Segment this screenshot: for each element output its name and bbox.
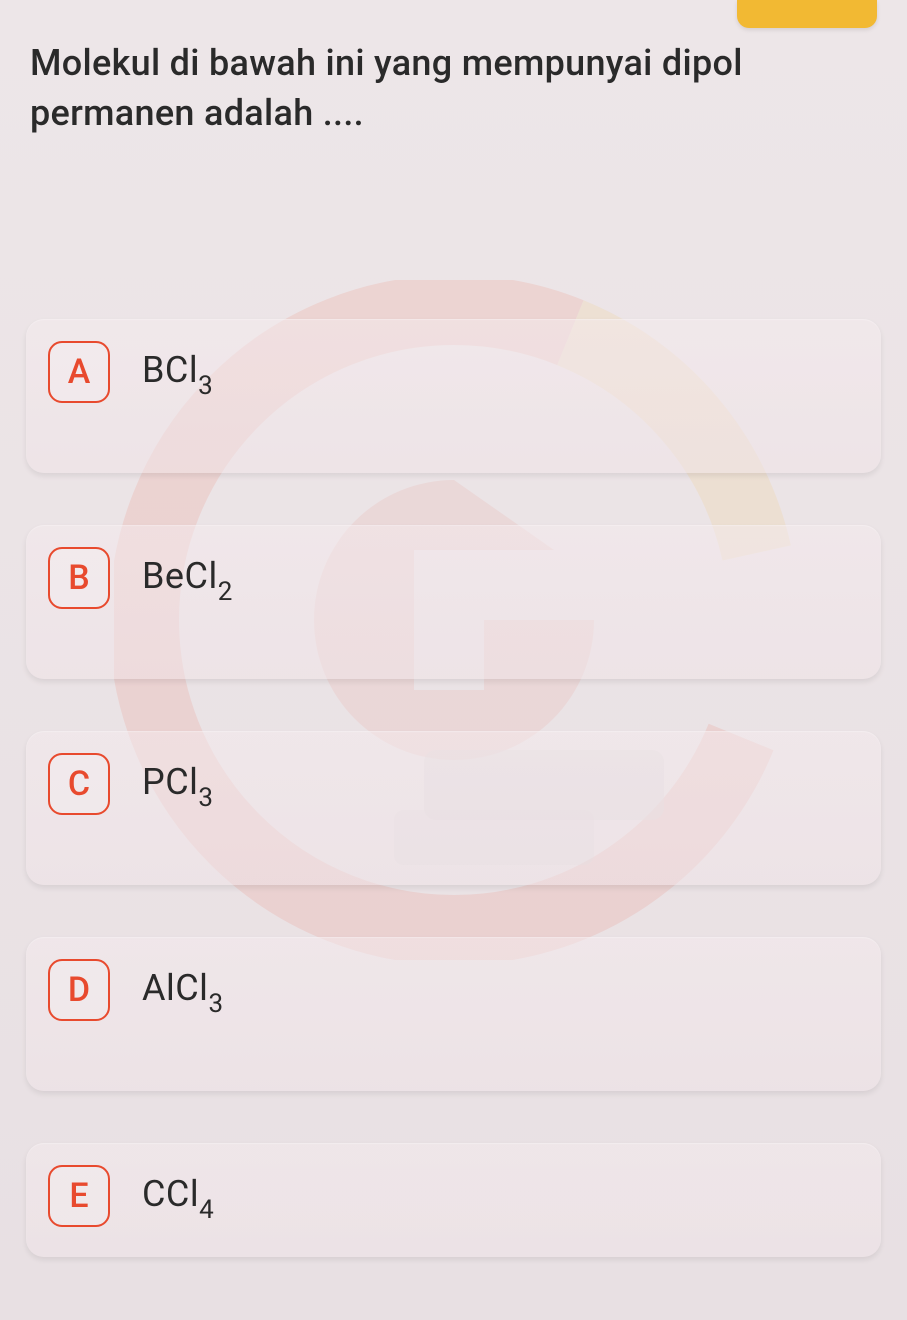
option-b-letter: B [48, 547, 110, 609]
option-d-content: AlCl3 [142, 959, 224, 1015]
option-c-content: PCl3 [142, 753, 214, 809]
option-e-content: CCl4 [142, 1165, 214, 1221]
option-e-formula-main: CCl [142, 1173, 199, 1215]
option-a-formula-sub: 3 [198, 371, 213, 401]
option-d-formula-main: AlCl [142, 967, 208, 1009]
option-b-content: BeCl2 [142, 547, 233, 603]
option-c-formula-sub: 3 [198, 783, 213, 813]
option-d-formula-sub: 3 [208, 989, 223, 1019]
option-b-card[interactable]: B BeCl2 [26, 525, 881, 679]
option-e-letter: E [48, 1165, 110, 1227]
option-a-formula-main: BCl [142, 349, 198, 391]
option-b-formula-sub: 2 [218, 577, 233, 607]
option-a-content: BCl3 [142, 341, 213, 397]
option-e-formula-sub: 4 [199, 1195, 214, 1225]
option-e-card[interactable]: E CCl4 [26, 1143, 881, 1257]
option-d-letter: D [48, 959, 110, 1021]
option-c-letter: C [48, 753, 110, 815]
option-d-card[interactable]: D AlCl3 [26, 937, 881, 1091]
option-c-formula-main: PCl [142, 761, 198, 803]
option-b-formula-main: BeCl [142, 555, 218, 597]
options-container: A BCl3 B BeCl2 C PCl3 D AlCl3 E CCl4 [0, 139, 907, 1257]
option-a-letter: A [48, 341, 110, 403]
option-a-card[interactable]: A BCl3 [26, 319, 881, 473]
top-accent-button[interactable] [737, 0, 877, 28]
option-c-card[interactable]: C PCl3 [26, 731, 881, 885]
